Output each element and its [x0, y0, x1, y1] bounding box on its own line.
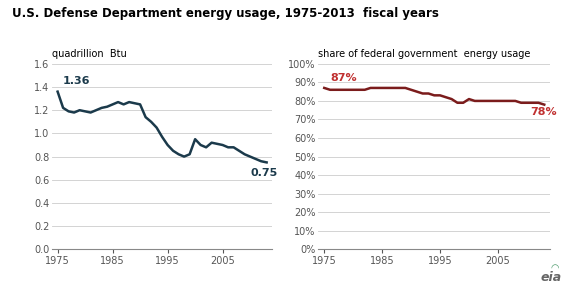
Text: eia: eia: [541, 271, 562, 284]
Text: 78%: 78%: [530, 107, 556, 117]
Text: share of federal government  energy usage: share of federal government energy usage: [318, 50, 531, 59]
Text: ◠: ◠: [550, 263, 559, 273]
Text: 1.36: 1.36: [63, 76, 90, 86]
Text: U.S. Defense Department energy usage, 1975-2013  fiscal years: U.S. Defense Department energy usage, 19…: [12, 7, 438, 20]
Text: 87%: 87%: [330, 73, 357, 83]
Text: 0.75: 0.75: [250, 168, 277, 178]
Text: quadrillion  Btu: quadrillion Btu: [52, 50, 127, 59]
